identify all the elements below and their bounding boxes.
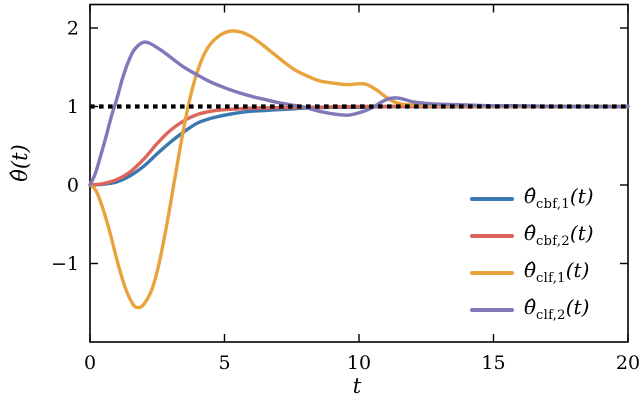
legend-line-clf-2	[470, 307, 514, 312]
x-tick-label: 15	[481, 352, 505, 374]
y-tick-label: 0	[67, 175, 79, 197]
legend-item-cbf-2: θ̂cbf,2(t)	[470, 217, 594, 254]
series-clf-2	[88, 40, 630, 187]
legend-item-cbf-1: θ̂cbf,1(t)	[470, 180, 594, 217]
legend-item-clf-2: θ̂clf,2(t)	[470, 291, 594, 328]
legend-label-cbf-1: θ̂cbf,1(t)	[524, 184, 594, 212]
series-cbf-2	[88, 104, 630, 187]
legend-label-cbf-2: θ̂cbf,2(t)	[524, 221, 594, 249]
y-axis-label: θ̂(t)	[8, 144, 32, 182]
legend: θ̂cbf,1(t) θ̂cbf,2(t) θ̂clf,1(t) θ̂clf,2…	[470, 180, 594, 328]
series-cbf-1	[88, 104, 630, 187]
y-tick-label: 2	[67, 18, 79, 40]
legend-line-cbf-2	[470, 233, 514, 238]
x-tick-label: 5	[218, 352, 230, 374]
x-tick-label: 10	[347, 352, 371, 374]
legend-item-clf-1: θ̂clf,1(t)	[470, 254, 594, 291]
y-tick-label: 1	[67, 96, 79, 118]
legend-label-clf-2: θ̂clf,2(t)	[524, 295, 590, 323]
y-tick-label: −1	[51, 253, 79, 275]
series-clf-1	[88, 29, 630, 310]
legend-line-clf-1	[470, 270, 514, 275]
x-axis-label: t	[352, 374, 362, 398]
x-tick-label: 0	[84, 352, 96, 374]
x-tick-label: 20	[616, 352, 640, 374]
legend-label-clf-1: θ̂clf,1(t)	[524, 258, 590, 286]
legend-line-cbf-1	[470, 196, 514, 201]
